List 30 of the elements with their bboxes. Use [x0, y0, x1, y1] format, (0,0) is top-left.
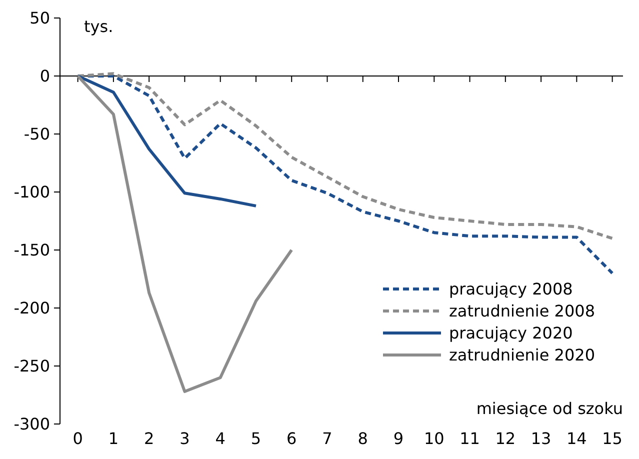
- x-tick-label: 3: [180, 429, 190, 448]
- y-tick-label: -100: [14, 182, 50, 202]
- y-tick-label: 0: [40, 66, 50, 86]
- y-tick-label: -250: [14, 356, 50, 376]
- legend-label: pracujący 2008: [449, 280, 573, 299]
- x-axis-title: miesiące od szoku: [476, 399, 623, 418]
- x-tick-label: 2: [144, 429, 154, 448]
- x-tick-label: 7: [322, 429, 332, 448]
- x-tick-label: 9: [393, 429, 404, 448]
- legend-label: pracujący 2020: [449, 324, 573, 343]
- x-tick-label: 10: [424, 429, 444, 448]
- y-axis-title: tys.: [84, 17, 114, 36]
- legend-label: zatrudnienie 2020: [449, 346, 596, 365]
- x-tick-label: 0: [72, 429, 83, 448]
- y-tick-label: -50: [24, 124, 50, 144]
- y-tick-label: 50: [30, 8, 50, 28]
- x-tick-label: 15: [602, 429, 622, 448]
- y-tick-label: -300: [14, 414, 50, 434]
- y-tick-label: -200: [14, 298, 50, 318]
- x-tick-label: 11: [460, 429, 480, 448]
- y-tick-label: -150: [14, 240, 50, 260]
- x-tick-label: 8: [358, 429, 368, 448]
- x-tick-label: 14: [566, 429, 587, 448]
- legend-label: zatrudnienie 2008: [449, 302, 596, 321]
- x-tick-label: 6: [286, 429, 297, 448]
- x-tick-label: 13: [530, 429, 552, 448]
- x-tick-label: 1: [108, 429, 119, 448]
- x-tick-label: 5: [250, 429, 262, 448]
- x-tick-label: 4: [215, 429, 226, 448]
- x-tick-label: 12: [495, 429, 516, 448]
